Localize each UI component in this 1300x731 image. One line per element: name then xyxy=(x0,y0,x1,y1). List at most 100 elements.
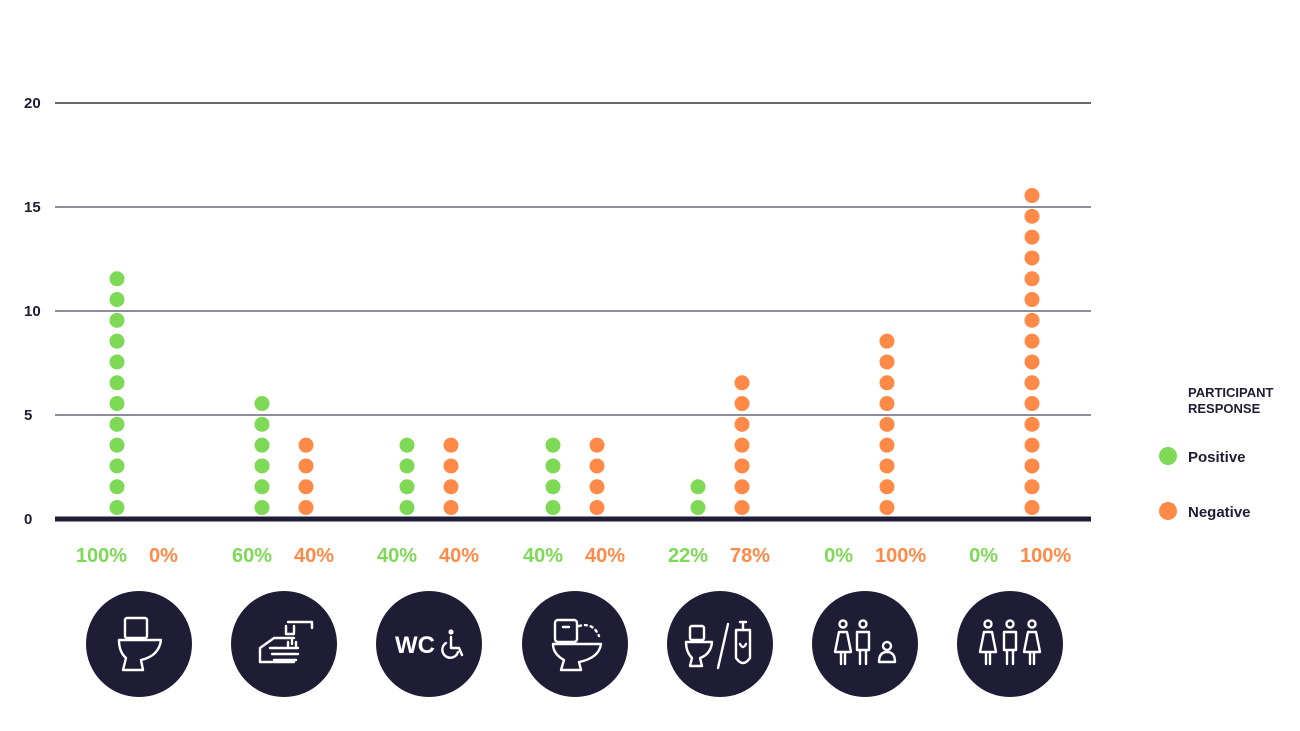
negative-dot xyxy=(1024,208,1040,224)
data-dots xyxy=(109,188,1040,516)
negative-dot xyxy=(1024,437,1040,453)
percent-labels: 100% 0% 60% 40% 40% 40% 40% 40% 22% 78% 0% 100% 0% 10… xyxy=(76,545,1072,567)
negative-dot xyxy=(879,437,895,453)
positive-dot xyxy=(109,437,125,453)
negative-percent-label: 100% xyxy=(875,545,926,567)
negative-dot xyxy=(1024,354,1040,370)
negative-percent-label: 0% xyxy=(149,545,178,567)
negative-dot xyxy=(589,458,605,474)
positive-dot xyxy=(254,396,270,412)
accessible-wc-icon-circle xyxy=(376,591,482,697)
legend-positive-label: Positive xyxy=(1188,449,1246,466)
positive-dot xyxy=(109,416,125,432)
positive-dot xyxy=(109,375,125,391)
negative-percent-label: 40% xyxy=(585,545,625,567)
positive-percent-label: 40% xyxy=(523,545,563,567)
positive-dot xyxy=(545,458,561,474)
negative-dot xyxy=(879,458,895,474)
all-gender-icon xyxy=(957,591,1063,697)
negative-dot xyxy=(443,479,459,495)
legend-negative-label: Negative xyxy=(1188,504,1251,521)
y-tick-label: 15 xyxy=(24,199,41,216)
positive-dot xyxy=(254,500,270,516)
negative-percent-label: 100% xyxy=(1020,545,1071,567)
negative-dot xyxy=(589,500,605,516)
positive-dot xyxy=(545,437,561,453)
legend-title-line1: PARTICIPANT xyxy=(1188,385,1274,400)
negative-dot xyxy=(879,500,895,516)
positive-percent-label: 60% xyxy=(232,545,272,567)
negative-dot xyxy=(734,396,750,412)
wc-label: WC xyxy=(395,632,435,659)
legend-negative-marker xyxy=(1159,502,1177,520)
negative-dot xyxy=(1024,396,1040,412)
negative-dot xyxy=(443,458,459,474)
positive-dot xyxy=(399,479,415,495)
positive-percent-label: 22% xyxy=(668,545,708,567)
negative-dot xyxy=(879,416,895,432)
positive-dot xyxy=(399,500,415,516)
positive-dot xyxy=(109,500,125,516)
negative-dot xyxy=(734,500,750,516)
positive-dot xyxy=(254,416,270,432)
negative-dot xyxy=(1024,312,1040,328)
positive-dot xyxy=(254,437,270,453)
positive-dot xyxy=(109,479,125,495)
negative-dot xyxy=(1024,479,1040,495)
positive-dot xyxy=(109,458,125,474)
toilet-urinal-icon xyxy=(667,591,773,697)
negative-dot xyxy=(1024,375,1040,391)
negative-dot xyxy=(1024,271,1040,287)
positive-percent-label: 0% xyxy=(969,545,998,567)
handwash-icon-circle xyxy=(231,591,337,697)
positive-dot xyxy=(109,292,125,308)
positive-dot xyxy=(399,458,415,474)
negative-dot xyxy=(1024,416,1040,432)
toilet-icon xyxy=(86,591,192,697)
positive-percent-label: 100% xyxy=(76,545,127,567)
negative-dot xyxy=(1024,500,1040,516)
category-icons: WC xyxy=(86,591,1063,697)
positive-dot xyxy=(109,333,125,349)
legend-title-line2: RESPONSE xyxy=(1188,401,1261,416)
positive-dot xyxy=(545,479,561,495)
legend: PARTICIPANT RESPONSE Positive Negative xyxy=(1159,385,1274,521)
negative-dot xyxy=(589,437,605,453)
negative-percent-label: 40% xyxy=(294,545,334,567)
negative-dot xyxy=(298,437,314,453)
y-tick-label: 20 xyxy=(24,95,41,112)
grid-lines xyxy=(55,102,1091,522)
negative-dot xyxy=(1024,333,1040,349)
y-tick-label: 5 xyxy=(24,407,32,424)
positive-percent-label: 0% xyxy=(824,545,853,567)
negative-dot xyxy=(879,333,895,349)
toilet-icon-circle xyxy=(86,591,192,697)
bidet-toilet-icon xyxy=(522,591,628,697)
negative-dot xyxy=(1024,458,1040,474)
negative-dot xyxy=(734,458,750,474)
negative-dot xyxy=(879,479,895,495)
negative-dot xyxy=(879,396,895,412)
negative-dot xyxy=(443,500,459,516)
y-tick-label: 0 xyxy=(24,511,32,528)
y-axis-ticks: 0 5 10 15 20 xyxy=(24,95,41,528)
positive-dot xyxy=(690,500,706,516)
negative-dot xyxy=(589,479,605,495)
positive-dot xyxy=(254,479,270,495)
negative-dot xyxy=(298,479,314,495)
positive-percent-label: 40% xyxy=(377,545,417,567)
negative-dot xyxy=(443,437,459,453)
negative-percent-label: 78% xyxy=(730,545,770,567)
negative-dot xyxy=(1024,229,1040,245)
negative-dot xyxy=(734,479,750,495)
family-icon-circle xyxy=(812,591,918,697)
positive-dot xyxy=(690,479,706,495)
negative-dot xyxy=(734,416,750,432)
negative-percent-label: 40% xyxy=(439,545,479,567)
family-icon xyxy=(812,591,918,697)
legend-positive-marker xyxy=(1159,447,1177,465)
all-gender-icon-circle xyxy=(957,591,1063,697)
negative-dot xyxy=(298,458,314,474)
negative-dot xyxy=(879,354,895,370)
positive-dot xyxy=(109,396,125,412)
